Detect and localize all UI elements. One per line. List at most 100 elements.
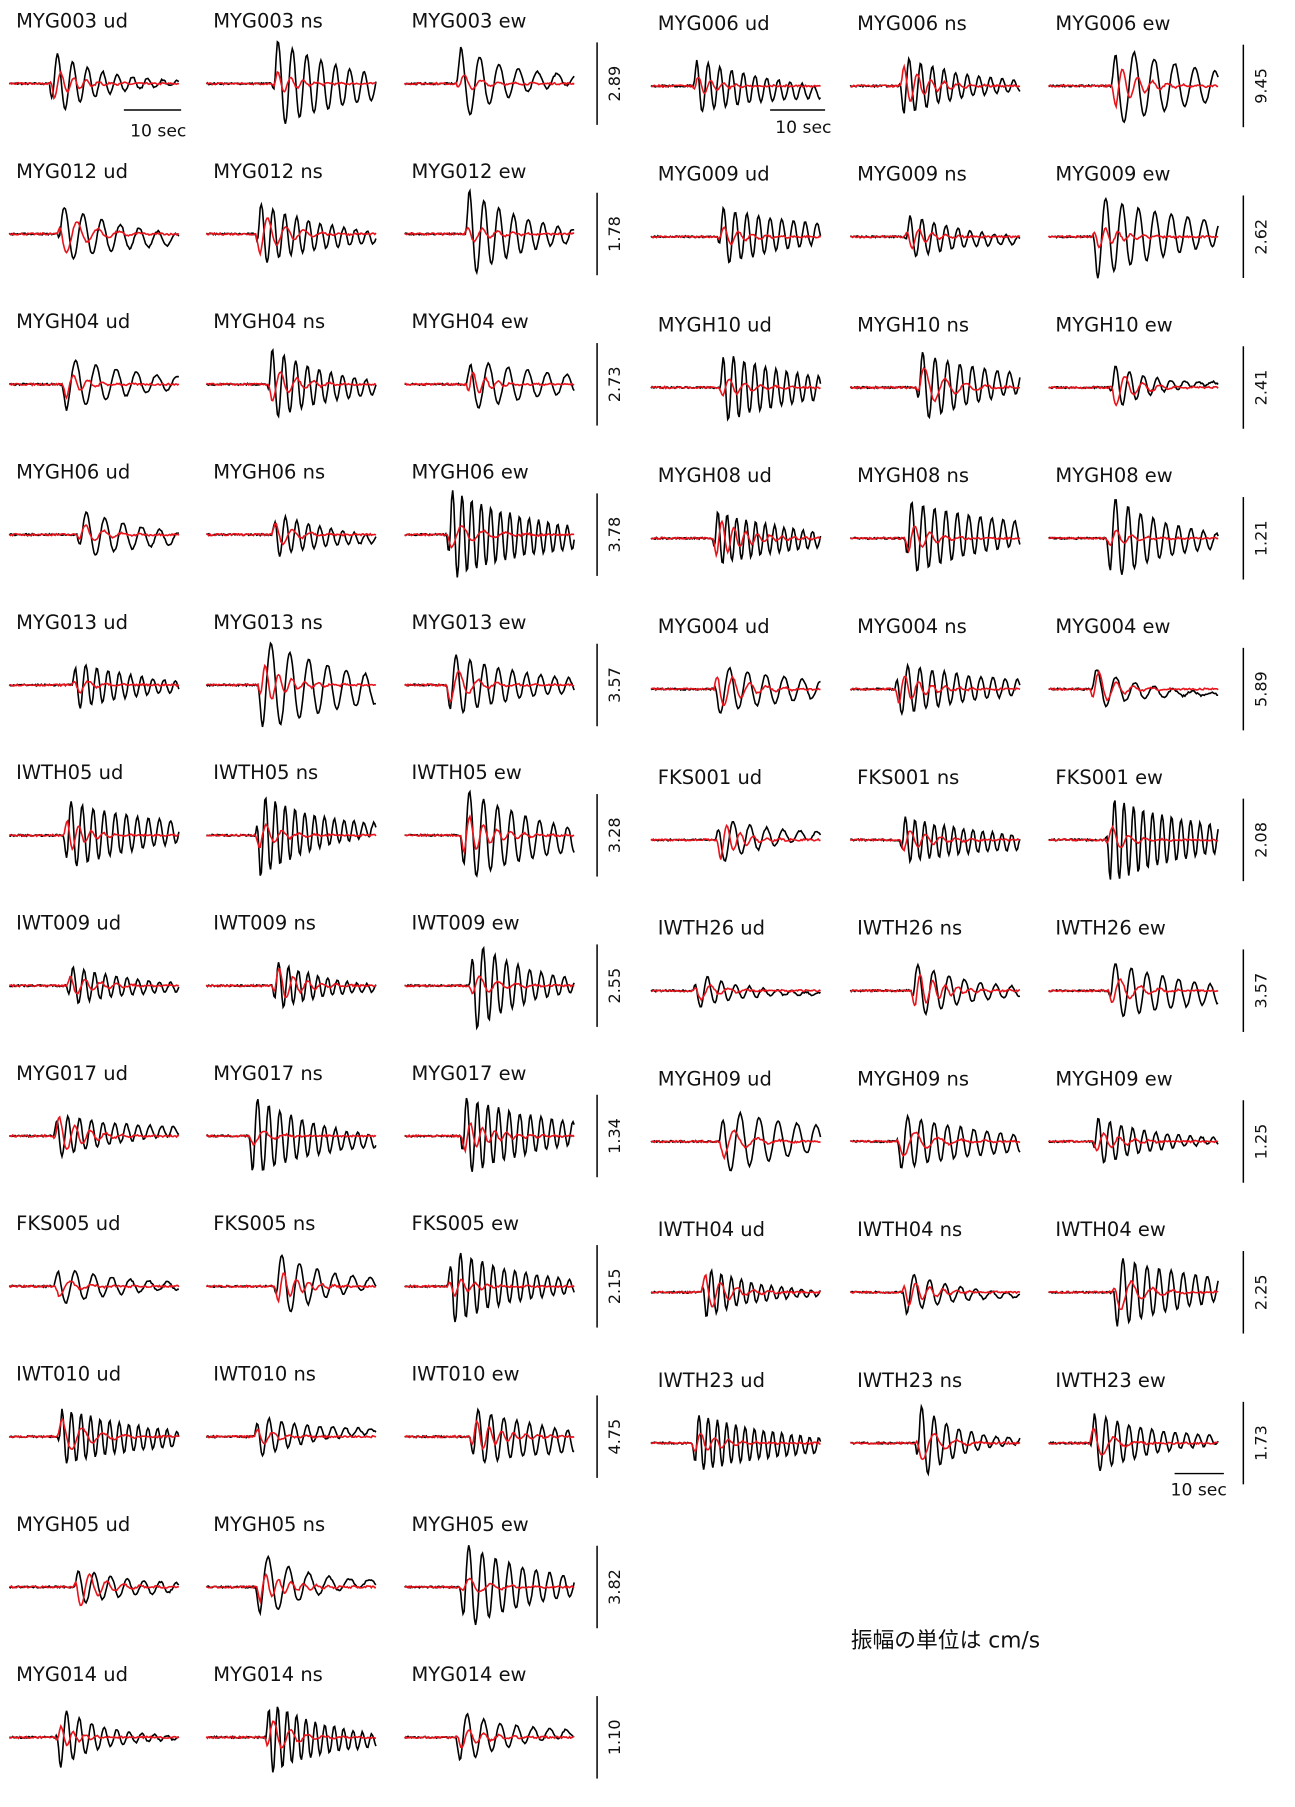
synthetic-trace — [849, 1432, 1021, 1461]
panel-label: MYG013 ew — [411, 611, 526, 634]
panel-label: MYG014 ew — [411, 1663, 526, 1686]
synthetic-trace — [650, 823, 821, 860]
observed-trace — [206, 1253, 377, 1313]
panel-label: IWTH26 ns — [857, 917, 962, 940]
observed-trace — [404, 1712, 575, 1762]
observed-trace — [9, 358, 179, 411]
observed-trace — [206, 1706, 377, 1773]
synthetic-trace — [404, 371, 575, 394]
amplitude-label: 2.55 — [605, 968, 624, 1004]
panel-label: MYGH05 ns — [213, 1513, 325, 1536]
panel-label: MYG006 ns — [857, 12, 967, 35]
panel-label: IWT009 ew — [411, 912, 519, 935]
synthetic-trace — [650, 983, 821, 1002]
observed-trace — [8, 53, 180, 112]
synthetic-trace — [404, 525, 575, 549]
amplitude-label: 1.73 — [1251, 1425, 1270, 1461]
synthetic-trace — [1048, 1131, 1219, 1152]
panel-label: IWTH23 ud — [658, 1369, 765, 1392]
panel-label: MYG017 ud — [16, 1062, 128, 1085]
panel-label: FKS001 ns — [857, 766, 959, 789]
amplitude-label: 4.75 — [605, 1419, 624, 1455]
panel-label: IWTH26 ud — [658, 917, 765, 940]
panel-label: MYG013 ns — [213, 611, 323, 634]
synthetic-trace — [8, 680, 180, 694]
synthetic-trace — [1048, 824, 1219, 848]
synthetic-trace — [404, 1122, 575, 1155]
panel-label: MYG006 ew — [1055, 12, 1170, 35]
panel-label: MYG013 ud — [16, 611, 128, 634]
amplitude-label: 2.89 — [605, 66, 624, 102]
observed-trace — [205, 40, 377, 124]
panel-label: MYG009 ud — [658, 163, 770, 186]
synthetic-trace — [1048, 375, 1219, 407]
synthetic-trace — [849, 675, 1021, 704]
observed-trace — [850, 1403, 1021, 1477]
synthetic-trace — [404, 814, 575, 855]
panel-label: MYG014 ns — [213, 1663, 323, 1686]
amplitude-label: 2.25 — [1251, 1274, 1270, 1310]
synthetic-trace — [650, 378, 821, 397]
panel-label: MYG012 ns — [213, 160, 323, 183]
panel-label: MYGH05 ud — [16, 1513, 130, 1536]
synthetic-trace — [404, 1278, 575, 1298]
panel-label: FKS001 ud — [658, 766, 762, 789]
observed-trace — [849, 501, 1021, 572]
synthetic-trace — [650, 674, 821, 707]
panel-label: FKS005 ns — [213, 1212, 315, 1235]
amplitude-label: 1.34 — [605, 1118, 624, 1154]
observed-trace — [205, 1554, 377, 1617]
time-scale-bar: 10 sec 10 sec 10 sec — [123, 109, 1227, 1500]
panel-label: MYGH06 ud — [16, 461, 130, 484]
panel-label: MYGH10 ns — [857, 313, 969, 336]
synthetic-trace — [9, 70, 180, 101]
observed-trace — [9, 1710, 180, 1768]
synthetic-trace — [650, 76, 821, 95]
panel-label: MYG003 ud — [16, 10, 128, 33]
synthetic-trace — [849, 228, 1021, 250]
synthetic-trace — [404, 975, 575, 995]
panel-label: MYG012 ew — [411, 160, 526, 183]
panel-label: IWTH05 ew — [411, 761, 521, 784]
amplitude-label: 5.89 — [1251, 671, 1270, 707]
amplitude-label: 1.25 — [1251, 1124, 1270, 1160]
amplitude-label: 3.78 — [605, 517, 624, 553]
synthetic-trace — [9, 975, 180, 995]
synthetic-trace — [850, 525, 1021, 554]
amplitude-label: 2.15 — [605, 1268, 624, 1304]
amplitude-label: 2.73 — [605, 366, 624, 402]
observed-trace — [849, 1273, 1021, 1316]
observed-trace — [206, 1098, 377, 1171]
synthetic-trace — [404, 1419, 575, 1450]
synthetic-trace — [1048, 529, 1219, 547]
panel-label: MYGH09 ew — [1055, 1067, 1172, 1090]
synthetic-trace — [650, 1273, 821, 1308]
panel-label: FKS001 ew — [1055, 766, 1163, 789]
synthetic-trace — [403, 1729, 575, 1749]
synthetic-trace — [206, 522, 377, 546]
synthetic-trace — [206, 1428, 377, 1445]
panel-label: MYGH08 ns — [857, 464, 969, 487]
synthetic-trace — [205, 968, 377, 999]
panel-label: IWTH23 ns — [857, 1369, 962, 1392]
synthetic-trace — [205, 1130, 377, 1146]
amplitude-label: 2.41 — [1251, 370, 1270, 406]
synthetic-trace — [8, 819, 180, 851]
panel-label: IWT010 ud — [16, 1363, 121, 1386]
observed-trace — [8, 1569, 180, 1605]
panel-label: IWTH23 ew — [1055, 1369, 1165, 1392]
panel-label: MYGH04 ud — [16, 310, 130, 333]
panel-label: MYGH06 ns — [213, 461, 325, 484]
panel-label: MYGH09 ns — [857, 1067, 969, 1090]
observed-trace — [1048, 365, 1219, 406]
panel-label: MYGH10 ew — [1055, 313, 1172, 336]
panel-label: IWT010 ns — [213, 1363, 316, 1386]
observed-trace — [206, 513, 377, 557]
panel-label: MYG009 ns — [857, 163, 967, 186]
panel-label: IWT009 ns — [213, 912, 316, 935]
panel-label: IWTH04 ud — [658, 1218, 765, 1241]
scale-label: 10 sec — [1171, 1480, 1227, 1500]
observed-trace — [650, 820, 822, 862]
synthetic-trace — [205, 663, 377, 700]
synthetic-trace — [1047, 226, 1219, 249]
